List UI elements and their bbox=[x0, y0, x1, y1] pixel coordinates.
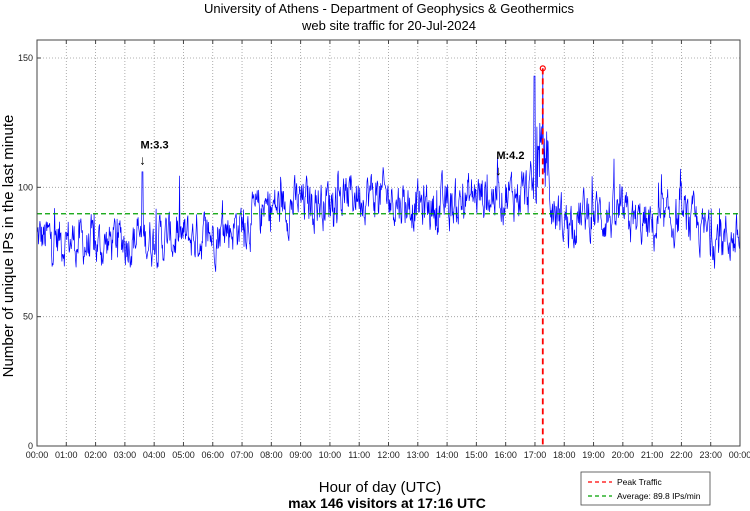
x-tick-label: 05:00 bbox=[172, 450, 195, 460]
x-tick-label: 13:00 bbox=[407, 450, 430, 460]
x-tick-label: 00:00 bbox=[729, 450, 750, 460]
legend-peak-label: Peak Traffic bbox=[617, 477, 662, 487]
overlays: M:3.3↓ M:4.2↓ bbox=[37, 65, 740, 446]
x-tick-label: 10:00 bbox=[319, 450, 342, 460]
x-tick-label: 00:00 bbox=[26, 450, 49, 460]
y-axis-label: Number of unique IPs in the last minute bbox=[0, 115, 17, 378]
chart-title: University of Athens - Department of Geo… bbox=[204, 1, 574, 16]
x-axis-label: Hour of day (UTC) bbox=[319, 479, 442, 496]
x-tick-label: 06:00 bbox=[201, 450, 224, 460]
x-tick-label: 22:00 bbox=[670, 450, 693, 460]
x-tick-label: 23:00 bbox=[699, 450, 722, 460]
chart-subtitle: web site traffic for 20-Jul-2024 bbox=[301, 18, 476, 33]
x-tick-label: 08:00 bbox=[260, 450, 283, 460]
x-tick-label: 07:00 bbox=[231, 450, 254, 460]
grid bbox=[37, 40, 740, 446]
axes: 00:00 01:00 02:00 03:00 04:00 05:00 06:00 07:00… bbox=[18, 40, 750, 460]
earthquake-annotation: M:3.3 bbox=[140, 140, 168, 152]
y-tick-label: 0 bbox=[28, 441, 33, 451]
x-tick-label: 02:00 bbox=[84, 450, 107, 460]
x-tick-label: 14:00 bbox=[436, 450, 459, 460]
x-tick-label: 03:00 bbox=[114, 450, 137, 460]
x-tick-label: 12:00 bbox=[377, 450, 400, 460]
x-tick-label: 21:00 bbox=[641, 450, 664, 460]
x-tick-label: 04:00 bbox=[143, 450, 166, 460]
x-tick-label: 20:00 bbox=[612, 450, 635, 460]
earthquake-annotation: M:4.2 bbox=[496, 150, 524, 162]
x-tick-label: 19:00 bbox=[582, 450, 605, 460]
x-tick-label: 18:00 bbox=[553, 450, 576, 460]
peak-marker bbox=[539, 65, 546, 72]
arrow-down-icon: ↓ bbox=[139, 153, 146, 168]
x-tick-label: 09:00 bbox=[289, 450, 312, 460]
x-tick-label: 15:00 bbox=[465, 450, 488, 460]
series-traffic bbox=[36, 68, 741, 272]
legend: Peak Traffic Average: 89.8 IPs/min bbox=[580, 471, 711, 506]
y-tick-label: 50 bbox=[23, 312, 33, 322]
x-tick-label: 01:00 bbox=[55, 450, 78, 460]
traffic-line bbox=[36, 68, 741, 272]
x-tick-label: 17:00 bbox=[524, 450, 547, 460]
max-visitors-label: max 146 visitors at 17:16 UTC bbox=[288, 495, 486, 511]
y-tick-label: 100 bbox=[18, 182, 33, 192]
y-tick-label: 150 bbox=[18, 53, 33, 63]
legend-average-label: Average: 89.8 IPs/min bbox=[617, 491, 701, 501]
x-tick-label: 16:00 bbox=[494, 450, 517, 460]
x-tick-label: 11:00 bbox=[348, 450, 370, 460]
arrow-down-icon: ↓ bbox=[495, 163, 502, 178]
